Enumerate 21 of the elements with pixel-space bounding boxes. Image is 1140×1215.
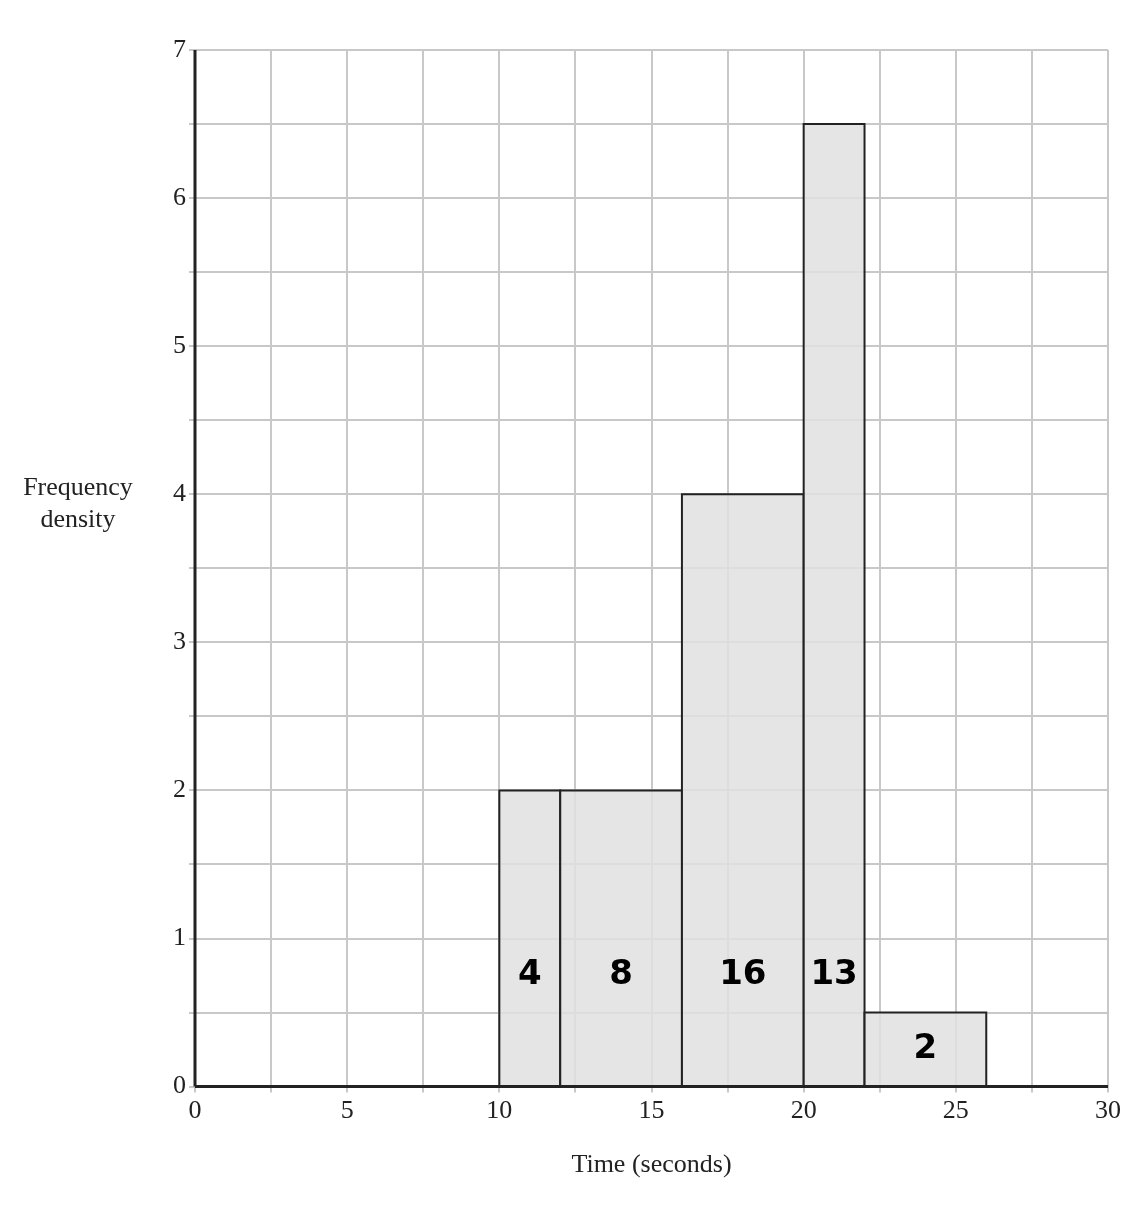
y-tick-label: 7 [173, 33, 186, 63]
y-tick-label: 0 [173, 1070, 186, 1100]
x-tick-label: 15 [638, 1095, 665, 1125]
y-tick-label: 1 [173, 922, 186, 952]
x-tick-label: 25 [942, 1095, 969, 1125]
x-tick-label: 20 [790, 1095, 817, 1125]
annotation: 8 [609, 952, 633, 993]
x-tick-label: 10 [486, 1095, 513, 1125]
annotation: 13 [810, 952, 858, 993]
x-tick-label: 30 [1095, 1095, 1121, 1125]
y-tick-label: 4 [173, 478, 186, 508]
y-tick-label: 2 [173, 774, 186, 804]
y-tick-label: 5 [173, 330, 186, 359]
x-axis-title: Time (seconds) [571, 1149, 732, 1179]
y-axis-title: Frequency density [23, 472, 133, 534]
x-tick-label: 5 [340, 1095, 354, 1125]
y-tick-label: 6 [173, 181, 186, 211]
y-tick-label: 3 [173, 626, 186, 656]
annotation: 4 [517, 952, 542, 993]
annotation: 16 [719, 952, 767, 993]
annotation: 2 [913, 1026, 938, 1067]
